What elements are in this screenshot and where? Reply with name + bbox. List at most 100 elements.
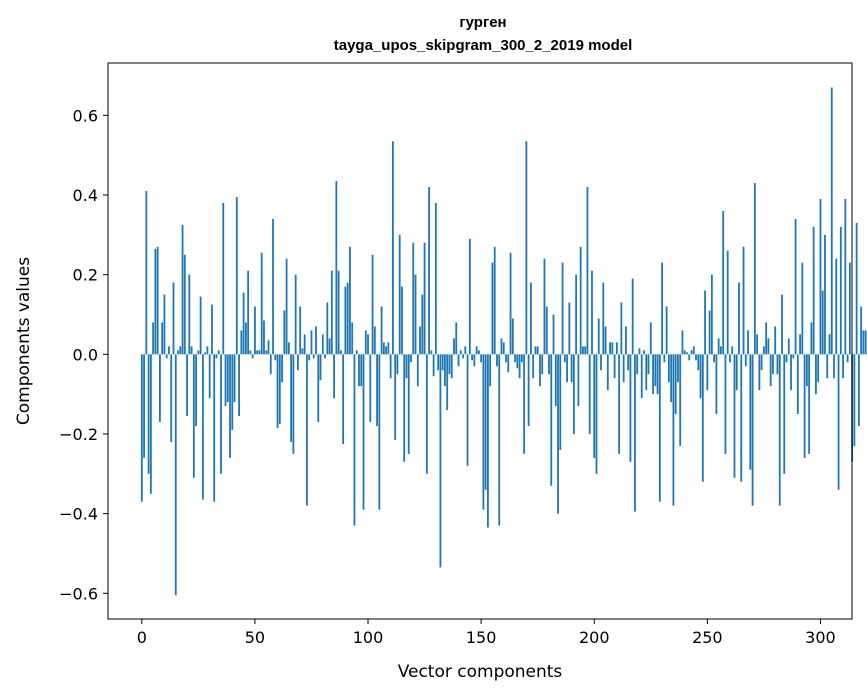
bar-41 [233, 354, 236, 403]
x-tick-label: 200 [579, 628, 610, 647]
bar-285 [785, 354, 788, 363]
chart-subtitle: tayga_upos_skipgram_300_2_2019 model [334, 37, 633, 54]
bar-113 [396, 354, 399, 375]
bar-54 [263, 320, 265, 355]
bar-239 [681, 330, 684, 355]
bar-136 [448, 354, 451, 375]
bar-241 [686, 352, 688, 355]
bar-130 [434, 202, 437, 355]
bar-125 [423, 242, 426, 355]
bar-32 [213, 354, 216, 502]
bar-244 [692, 346, 695, 355]
bar-117 [405, 354, 408, 379]
bar-116 [403, 354, 406, 462]
bar-137 [450, 354, 453, 379]
bar-93 [351, 322, 354, 355]
bar-268 [747, 330, 749, 355]
y-tick-label: 0.2 [73, 266, 98, 285]
bar-69 [297, 354, 299, 371]
bar-175 [536, 346, 539, 355]
bar-253 [713, 354, 716, 363]
bar-200 [593, 354, 596, 458]
bar-56 [267, 340, 270, 355]
bar-140 [457, 354, 460, 367]
bar-51 [256, 350, 259, 355]
bar-144 [466, 354, 469, 466]
bar-199 [591, 270, 593, 355]
bar-243 [690, 350, 693, 355]
bar-316 [855, 222, 858, 355]
bar-120 [412, 242, 415, 355]
bar-133 [441, 354, 444, 371]
bar-90 [344, 286, 347, 355]
bar-55 [265, 350, 268, 355]
bar-153 [487, 354, 489, 528]
bar-129 [432, 354, 435, 377]
bar-228 [656, 354, 659, 395]
bar-255 [717, 338, 720, 355]
bar-60 [276, 354, 279, 428]
bar-115 [401, 286, 403, 355]
bar-76 [312, 354, 315, 359]
bar-23 [192, 354, 195, 478]
bar-162 [507, 354, 510, 373]
bar-65 [287, 342, 290, 355]
bar-173 [532, 354, 535, 379]
bar-27 [201, 354, 204, 500]
bar-303 [826, 354, 829, 379]
bar-218 [634, 354, 636, 512]
bar-305 [830, 87, 833, 355]
bar-184 [557, 354, 559, 514]
bar-252 [710, 274, 713, 355]
bar-269 [749, 354, 752, 470]
bar-85 [333, 354, 335, 399]
bar-102 [371, 254, 374, 355]
bar-220 [638, 348, 641, 355]
bar-191 [572, 354, 575, 434]
bar-238 [679, 354, 682, 446]
bar-311 [844, 199, 847, 355]
bar-264 [738, 282, 740, 355]
bar-172 [529, 282, 532, 355]
bar-45 [242, 292, 245, 355]
bar-196 [584, 346, 587, 355]
bar-24 [195, 354, 198, 427]
bar-202 [597, 318, 600, 355]
bar-75 [310, 330, 313, 355]
bar-304 [828, 334, 831, 355]
bar-119 [410, 354, 412, 363]
bars-layer [140, 87, 867, 596]
bar-237 [677, 354, 679, 383]
bar-204 [602, 282, 605, 355]
x-axis-label: Vector components [398, 662, 563, 682]
bar-7 [156, 246, 159, 355]
bar-186 [561, 262, 564, 355]
bar-109 [387, 342, 390, 355]
bar-147 [473, 354, 476, 367]
bar-284 [783, 354, 786, 474]
y-tick-label: 0.0 [73, 345, 98, 364]
bar-10 [163, 294, 166, 355]
bar-13 [170, 354, 173, 442]
bar-217 [631, 278, 634, 355]
bar-302 [824, 234, 826, 355]
bar-292 [801, 262, 804, 355]
bar-47 [247, 270, 250, 355]
bar-71 [301, 348, 304, 355]
bar-84 [330, 270, 333, 355]
bar-193 [577, 354, 580, 407]
bar-70 [299, 306, 302, 355]
bar-183 [554, 354, 557, 407]
bar-313 [848, 262, 851, 355]
x-tick-label: 0 [137, 628, 147, 647]
x-axis-ticks: 0 50 100 150 200 250 300 [137, 619, 836, 647]
bar-143 [464, 346, 467, 355]
bar-34 [217, 350, 220, 355]
bar-30 [208, 354, 211, 399]
bar-31 [211, 304, 213, 355]
bar-207 [609, 342, 611, 355]
bar-289 [794, 218, 797, 355]
bar-25 [197, 350, 200, 355]
bar-224 [647, 354, 650, 375]
